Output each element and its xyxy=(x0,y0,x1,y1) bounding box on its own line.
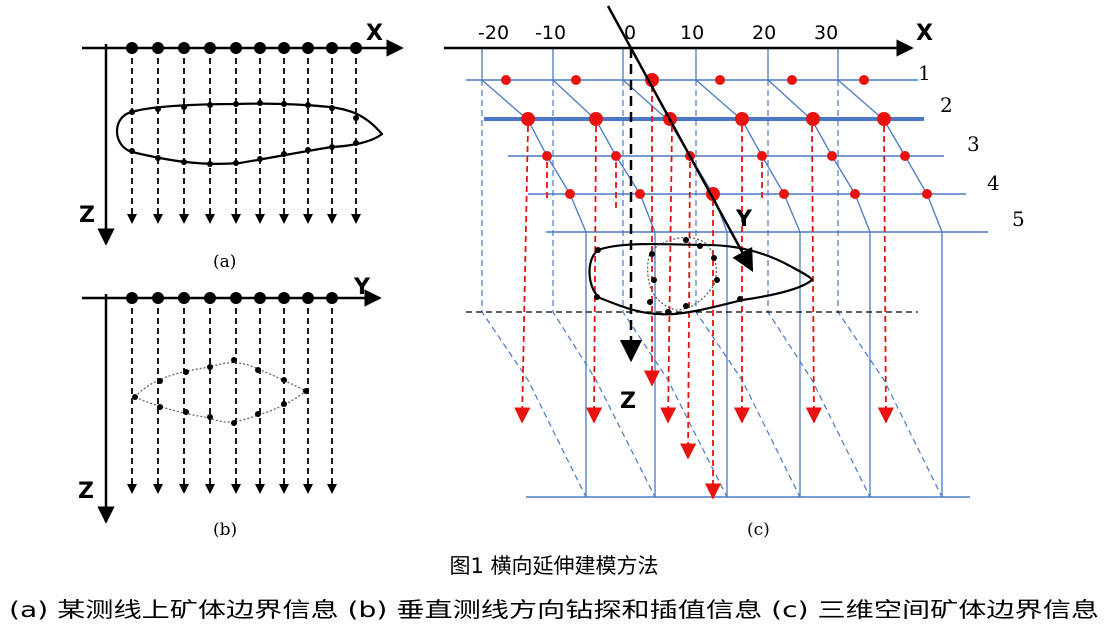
x-tick-label: 0 xyxy=(624,22,636,44)
panel-c-survey-lines xyxy=(466,79,988,498)
panel-c-red-drops xyxy=(514,86,895,500)
x-tick-label: 20 xyxy=(752,22,776,44)
x-tick-label: -10 xyxy=(535,22,566,44)
line-number: 2 xyxy=(940,93,953,117)
x-tick-label: 30 xyxy=(814,22,838,44)
panel-b-borehole-points xyxy=(126,292,338,304)
line-number: 1 xyxy=(918,61,931,85)
panel-c-x-ticks: -20 -10 0 10 20 30 xyxy=(478,22,838,44)
panel-b-z-label: Z xyxy=(78,479,94,504)
panel-b-borehole-drops xyxy=(127,298,337,494)
line-number: 3 xyxy=(967,132,980,156)
panel-c-boundary-points xyxy=(594,237,743,315)
panel-c-sublabel: (c) xyxy=(747,520,770,540)
panel-c-y-axis xyxy=(606,5,754,272)
panel-c-vertical-grid xyxy=(585,232,943,497)
panel-c-interpolated-boundary xyxy=(647,237,717,311)
panel-a-x-label: X xyxy=(366,21,383,46)
panel-c-y-label: Y xyxy=(735,207,753,232)
panel-a-ore-boundary xyxy=(116,102,384,165)
panel-b-sublabel: (b) xyxy=(213,520,237,540)
panel-b-interpolated-points xyxy=(132,357,309,426)
panel-a: X Z (a) xyxy=(79,21,404,272)
panel-a-survey-points xyxy=(126,42,362,54)
panel-a-sublabel: (a) xyxy=(213,252,236,272)
panel-b: Y Z (b) xyxy=(78,275,382,540)
line-number: 5 xyxy=(1012,207,1025,231)
panel-b-interpolated-boundary xyxy=(133,362,308,423)
panel-a-survey-drops xyxy=(127,48,361,224)
panel-b-y-label: Y xyxy=(353,275,371,300)
figure-title: 图1 横向延伸建模方法 xyxy=(449,554,658,578)
x-tick-label: -20 xyxy=(478,22,509,44)
x-tick-label: 10 xyxy=(680,22,704,44)
panel-c-x-label: X xyxy=(916,21,933,46)
panel-c-z-label: Z xyxy=(620,389,636,414)
figure-subtitle: (a) 某测线上矿体边界信息 (b) 垂直测线方向钻探和插值信息 (c) 三维空… xyxy=(9,598,1099,622)
panel-c-line-numbers: 1 2 3 4 5 xyxy=(918,61,1025,231)
panel-c: -20 -10 0 10 20 30 1 2 3 4 5 X Y Z (c) xyxy=(444,5,1025,540)
panel-a-z-label: Z xyxy=(79,203,95,228)
panel-a-boundary-points xyxy=(129,100,359,167)
line-number: 4 xyxy=(987,171,1000,195)
panel-c-dashed-grid xyxy=(481,80,943,498)
panel-c-slanted-grid xyxy=(481,48,943,233)
